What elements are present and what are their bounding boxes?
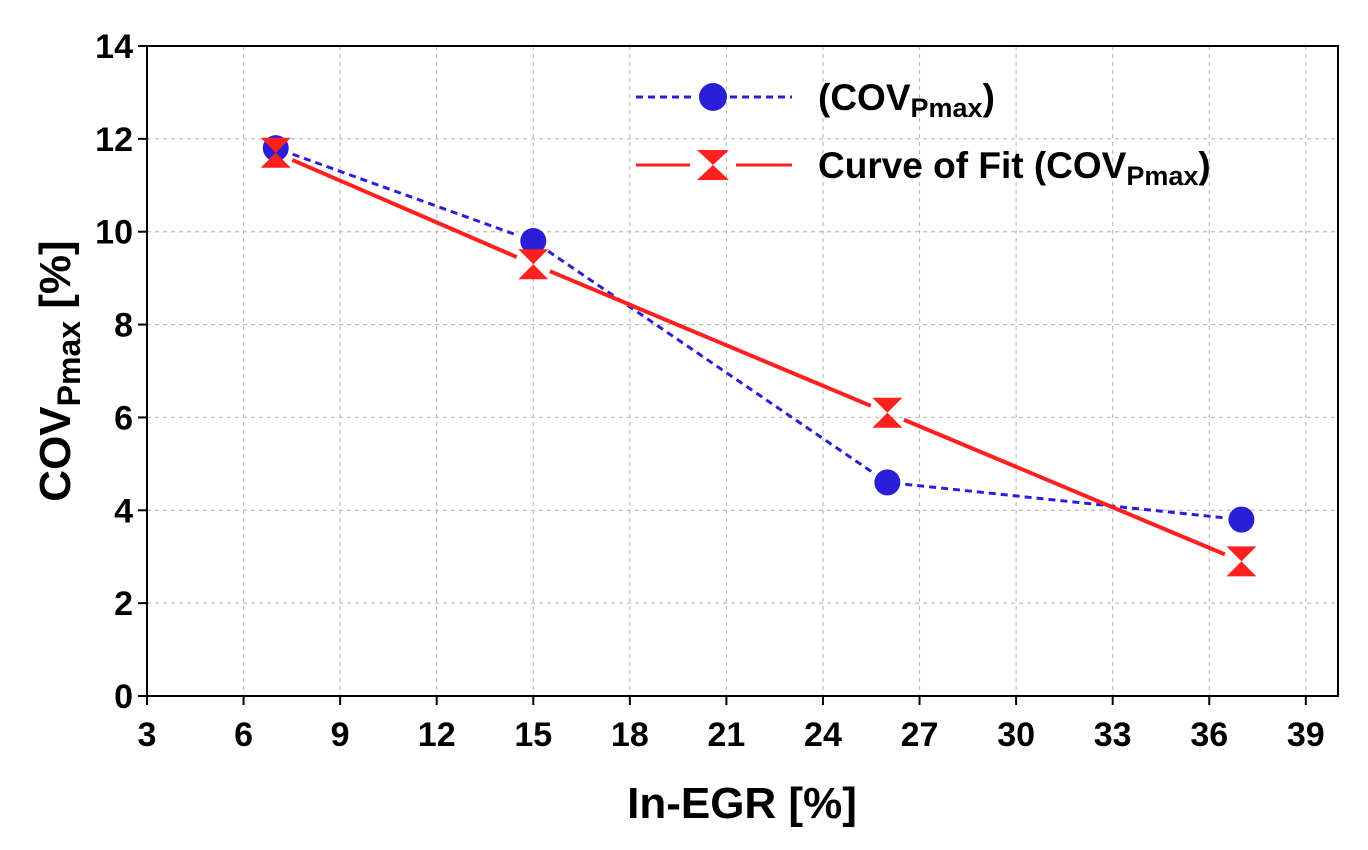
- x-tick-label: 30: [997, 716, 1035, 754]
- legend-hourglass-icon: [697, 150, 729, 180]
- y-tick-label: 12: [95, 121, 133, 159]
- x-tick-label: 24: [804, 716, 842, 754]
- x-tick-label: 3: [138, 716, 157, 754]
- legend-label-observed: (COVPmax): [818, 77, 995, 123]
- y-tick-label: 6: [114, 399, 133, 437]
- data-point-observed: [1228, 506, 1255, 533]
- series-fit-segment: [903, 417, 1226, 557]
- data-point-fit: [1226, 546, 1257, 577]
- data-point-observed: [520, 228, 547, 254]
- grid: [147, 46, 1338, 696]
- y-tick-label: 0: [114, 678, 133, 716]
- series-observed-segment: [905, 482, 1224, 520]
- data-point-fit: [518, 249, 549, 280]
- x-tick-label: 18: [611, 716, 649, 754]
- legend-item-fit: Curve of Fit (COVPmax): [636, 145, 1211, 191]
- x-axis-title: In-EGR [%]: [627, 779, 857, 828]
- data-point-fit: [872, 397, 903, 428]
- y-tick-label: 10: [95, 214, 133, 252]
- x-tick-label: 6: [234, 716, 253, 754]
- x-tick-label: 21: [707, 716, 745, 754]
- x-tick-label: 9: [331, 716, 350, 754]
- y-tick-label: 8: [114, 307, 133, 345]
- legend: (COVPmax) Curve of Fit (COVPmax): [636, 77, 1211, 191]
- y-tick-label: 4: [114, 492, 133, 530]
- y-axis-title: COVPmax [%]: [31, 240, 87, 501]
- legend-item-observed: (COVPmax): [636, 77, 995, 123]
- series-observed-segment: [547, 249, 874, 474]
- y-tick-label: 2: [114, 585, 133, 623]
- x-tick-label: 27: [901, 716, 939, 754]
- series-fit-segment: [549, 269, 872, 408]
- series-fit-segment: [291, 158, 518, 259]
- legend-circle-icon: [699, 83, 727, 111]
- data-point-observed: [874, 469, 901, 496]
- y-tick-label: 14: [95, 28, 133, 66]
- plot-frame: [146, 45, 1339, 697]
- data-point-fit: [260, 137, 291, 168]
- x-tick-label: 39: [1287, 716, 1325, 754]
- x-tick-label: 33: [1094, 716, 1132, 754]
- x-tick-label: 15: [514, 716, 552, 754]
- series-layer: [260, 135, 1257, 577]
- series-observed-segment: [292, 152, 517, 237]
- legend-label-fit: Curve of Fit (COVPmax): [818, 145, 1211, 191]
- x-tick-label: 36: [1190, 716, 1228, 754]
- x-tick-label: 12: [418, 716, 456, 754]
